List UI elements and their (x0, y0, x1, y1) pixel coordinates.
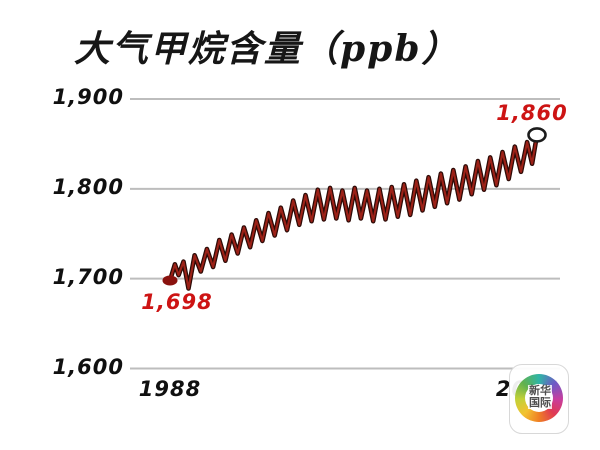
logo-text-line1: 新华 (528, 383, 551, 397)
y-axis-tick-label-1600: 1,600 (52, 354, 124, 379)
start-point-marker (162, 275, 178, 286)
logo-text: 新华 国际 (527, 383, 552, 409)
end-point-marker (527, 127, 547, 143)
chart-title: 大气甲烷含量（ppb） (74, 28, 460, 70)
data-label-start: 1,698 (141, 290, 213, 315)
data-label-end: 1,860 (496, 100, 568, 125)
x-axis-tick-label-1988: 1988 (138, 377, 202, 401)
xinhua-international-logo: 新华 国际 (509, 364, 569, 434)
y-axis-tick-label-1900: 1,900 (52, 85, 124, 109)
logo-text-line2: 国际 (528, 395, 551, 409)
methane-line (168, 133, 539, 290)
y-axis-tick-label-1700: 1,700 (52, 264, 124, 289)
y-axis-tick-label-1800: 1,800 (52, 174, 124, 199)
methane-line-outline (167, 132, 540, 291)
